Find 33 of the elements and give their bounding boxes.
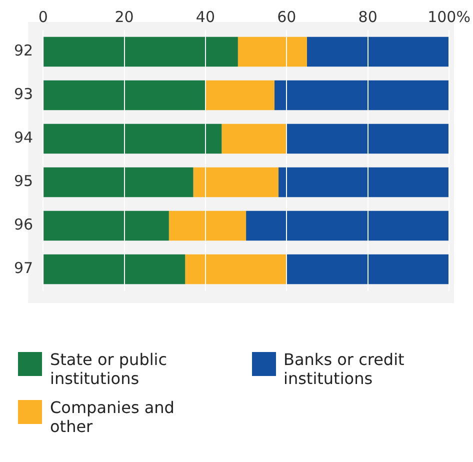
legend-label: State or public institutions [50, 350, 168, 388]
bar [238, 36, 307, 67]
x-tick-label: 20 [114, 8, 134, 26]
bar [44, 167, 194, 198]
y-tick-label: 97 [14, 259, 34, 278]
x-tick-label: 80 [358, 8, 378, 26]
y-tick-label: 95 [14, 172, 34, 190]
bar [286, 254, 449, 284]
bar [44, 210, 169, 241]
bar [222, 124, 287, 154]
bar [274, 80, 449, 110]
y-tick-label: 96 [14, 216, 34, 234]
y-tick-label: 93 [14, 85, 34, 104]
bar [193, 167, 279, 198]
bar [168, 210, 246, 241]
bar [44, 254, 186, 284]
x-tick-label: 40 [196, 8, 215, 26]
bar [286, 124, 449, 154]
x-tick-label: 60 [277, 8, 296, 26]
bar [44, 124, 222, 154]
y-tick-label: 94 [14, 128, 34, 147]
legend-label: Banks or credit institutions [284, 350, 406, 388]
bar [205, 80, 274, 110]
bar [306, 36, 449, 67]
bar [246, 210, 449, 241]
legend-label: Companies and other [50, 398, 176, 436]
bar [44, 80, 206, 110]
x-tick-label: 100% [428, 8, 470, 26]
y-tick-label: 92 [14, 42, 34, 60]
bar [44, 36, 238, 67]
bar [278, 167, 449, 198]
bar [185, 254, 287, 284]
x-tick-label: 0 [38, 8, 48, 26]
